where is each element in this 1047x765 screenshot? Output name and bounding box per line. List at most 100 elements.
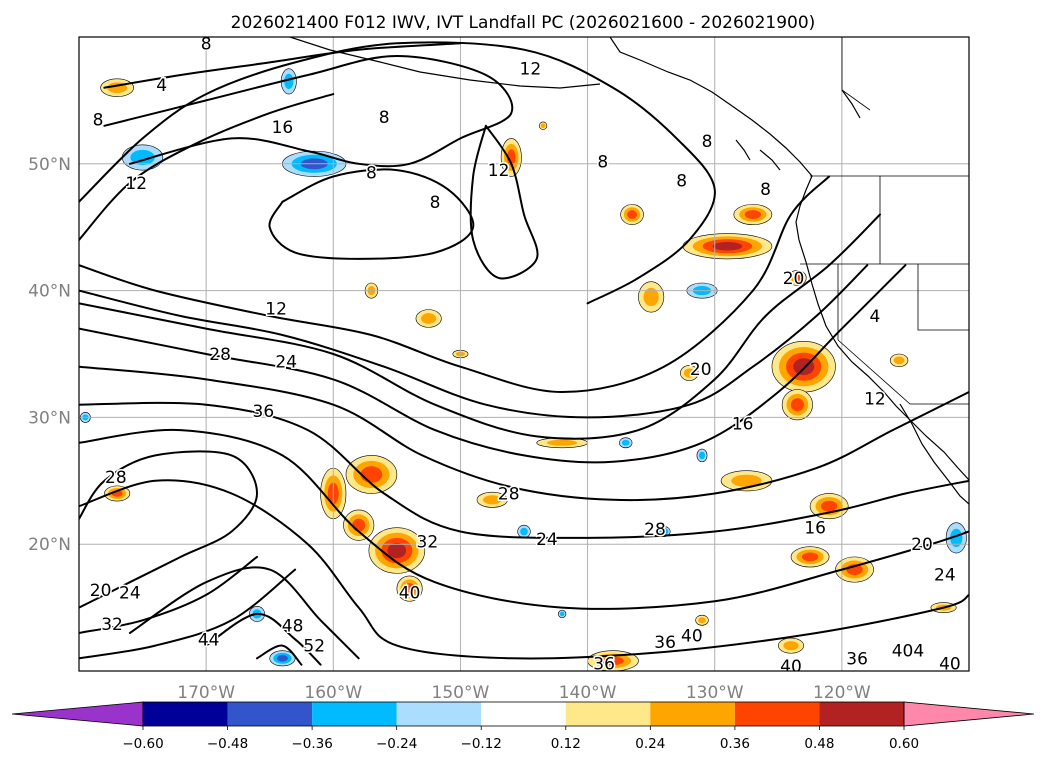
iwv-contour-label: 24 bbox=[934, 566, 956, 586]
iwv-contour-label: 52 bbox=[303, 637, 325, 657]
pc-blob-ring bbox=[801, 552, 819, 562]
pc-blob-ring bbox=[276, 655, 288, 662]
colorbar-tick-label: 0.36 bbox=[720, 736, 750, 752]
pc-blob-ring bbox=[893, 356, 905, 365]
colorbar-over-extension bbox=[903, 701, 1035, 727]
pc-blob-ring bbox=[483, 495, 502, 505]
iwv-contour-label: 28 bbox=[644, 520, 666, 540]
pc-blob bbox=[415, 309, 442, 328]
pc-blob bbox=[476, 491, 508, 508]
pc-blob bbox=[680, 365, 699, 381]
colorbar-tick-labels: −0.60 −0.48 −0.36 −0.24 −0.12 0.12 0.24 0.36 0.4… bbox=[122, 726, 919, 752]
coastal-islands bbox=[735, 89, 861, 171]
pc-blob bbox=[695, 614, 709, 626]
pc-blob bbox=[536, 437, 588, 449]
iwv-contour-label: 20 bbox=[783, 269, 805, 289]
iwv-contour-line bbox=[79, 479, 969, 660]
latitude-tick-label: 40°N bbox=[28, 282, 71, 302]
pc-blob-ring bbox=[602, 656, 624, 666]
pc-blob bbox=[269, 650, 296, 667]
latitude-tick-label: 20°N bbox=[28, 535, 71, 555]
pc-blob bbox=[345, 455, 398, 494]
iwv-contour-label: 40 bbox=[681, 626, 703, 646]
iwv-contour-label: 36 bbox=[654, 633, 676, 653]
pc-blob bbox=[781, 389, 813, 421]
pc-blob-ring bbox=[540, 123, 546, 129]
iwv-contour-label: 8 bbox=[430, 193, 441, 213]
iwv-contour-label: 4 bbox=[156, 76, 167, 96]
pc-blob bbox=[771, 341, 836, 393]
iwv-contour-label: 8 bbox=[379, 108, 390, 128]
iwv-contour-line bbox=[128, 566, 360, 660]
iwv-contour-label: 20 bbox=[90, 581, 112, 601]
pc-blob bbox=[788, 270, 807, 286]
iwv-contour-label: 12 bbox=[488, 161, 510, 181]
pc-blob-ring bbox=[712, 241, 743, 251]
iwv-contour-label: 16 bbox=[732, 415, 754, 435]
colorbar-cell bbox=[143, 702, 228, 726]
pc-blob-ring bbox=[683, 368, 695, 378]
pc-blob-ring bbox=[352, 518, 366, 532]
colorbar-cell bbox=[734, 702, 820, 726]
pc-blob bbox=[790, 546, 830, 568]
pc-blob-ring bbox=[793, 274, 802, 282]
iwv-contour-label: 32 bbox=[101, 615, 123, 635]
pc-blob-ring bbox=[559, 611, 565, 617]
iwv-contour-label: 24 bbox=[275, 353, 297, 373]
pc-blob-ring bbox=[546, 439, 578, 446]
colorbar-cell bbox=[819, 702, 904, 726]
colorbar-tick-label: 0.48 bbox=[804, 736, 834, 752]
pc-blob bbox=[682, 233, 773, 260]
pc-blob-ring bbox=[506, 149, 516, 166]
colorbar-tick-label: 0.12 bbox=[551, 736, 581, 752]
colorbar-under-extension bbox=[11, 701, 144, 727]
iwv-contour-label: 28 bbox=[105, 468, 127, 488]
iwv-contour-label: 16 bbox=[804, 519, 826, 539]
baja-coastline bbox=[899, 403, 969, 505]
iwv-contour-line bbox=[79, 365, 969, 502]
iwv-contour-line bbox=[79, 568, 297, 660]
iwv-contour-label: 8 bbox=[760, 180, 771, 200]
pc-blob-ring bbox=[387, 542, 407, 559]
iwv-contour-label: 40 bbox=[780, 657, 802, 677]
pc-blob-ring bbox=[698, 451, 706, 460]
pc-blob-ring bbox=[404, 583, 416, 595]
colorbar-tick-label: −0.12 bbox=[461, 736, 502, 752]
coastlines bbox=[289, 37, 969, 505]
iwv-contour-label: 40 bbox=[939, 654, 961, 674]
longitude-labels: 170°W 160°W 150°W 140°W 130°W 120°W bbox=[177, 683, 871, 703]
colorbar-cell bbox=[650, 702, 735, 726]
iwv-contour-line bbox=[79, 41, 716, 305]
iwv-contour-label: 4 bbox=[870, 307, 881, 327]
pc-blob bbox=[945, 522, 967, 554]
pc-blob bbox=[777, 637, 805, 654]
iwv-contour-label: 12 bbox=[864, 389, 886, 409]
colorbar: −0.60 −0.48 −0.36 −0.24 −0.12 0.12 0.24 0.36 0.4… bbox=[11, 701, 1035, 752]
figure-title: 2026021400 F012 IWV, IVT Landfall PC (20… bbox=[231, 13, 816, 33]
iwv-contour-line bbox=[469, 124, 539, 280]
iwv-contour-label: 12 bbox=[265, 299, 287, 319]
pc-blob bbox=[638, 281, 665, 313]
pc-blob-ring bbox=[421, 313, 437, 324]
pc-blob bbox=[538, 121, 548, 130]
colorbar-tick-label: −0.48 bbox=[207, 736, 248, 752]
pc-blob-ring bbox=[360, 466, 383, 483]
iwv-contour-label: 8 bbox=[676, 171, 687, 191]
colorbar-tick-label: −0.60 bbox=[122, 736, 163, 752]
pc-blob-ring bbox=[621, 439, 630, 446]
pc-blob bbox=[619, 437, 633, 449]
iwv-contour-label: 8 bbox=[93, 110, 104, 130]
pc-blob bbox=[733, 204, 773, 225]
iwv-contour-label: 28 bbox=[209, 345, 231, 365]
pc-blob bbox=[280, 68, 297, 95]
colorbar-tick-label: −0.24 bbox=[376, 736, 417, 752]
pc-blob bbox=[889, 353, 909, 367]
iwv-contour-line bbox=[205, 612, 322, 666]
pc-blob-ring bbox=[661, 529, 667, 534]
pc-blob bbox=[657, 526, 671, 537]
pc-blob-ring bbox=[744, 210, 762, 219]
west-coast-coastline bbox=[795, 175, 969, 481]
map-frame bbox=[78, 36, 970, 672]
